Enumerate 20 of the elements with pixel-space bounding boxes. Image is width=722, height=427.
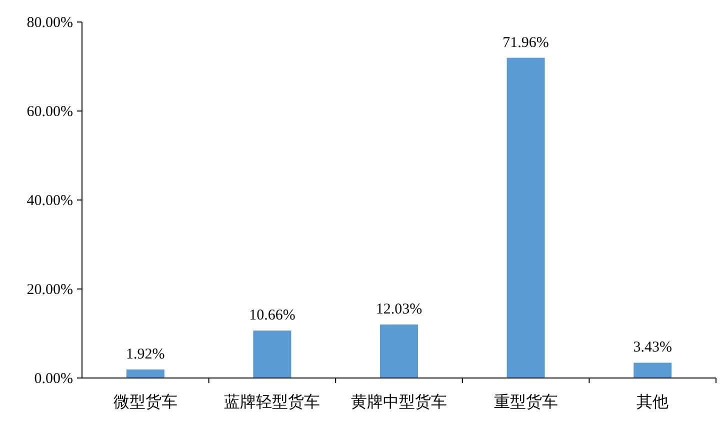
bar xyxy=(506,58,545,378)
x-tick-label: 蓝牌轻型货车 xyxy=(224,393,320,411)
x-tick-label: 其他 xyxy=(636,393,669,411)
y-tick-label: 20.00% xyxy=(26,282,73,298)
bar xyxy=(126,369,164,378)
data-label: 12.03% xyxy=(376,301,422,318)
data-label: 1.92% xyxy=(126,346,165,362)
bar xyxy=(634,362,672,378)
data-label: 3.43% xyxy=(633,340,672,356)
data-label: 10.66% xyxy=(249,308,296,324)
y-tick-label: 60.00% xyxy=(26,104,73,120)
y-tick-label: 40.00% xyxy=(26,193,73,209)
bar xyxy=(253,330,292,378)
y-tick-label: 80.00% xyxy=(26,15,73,31)
x-tick-label: 黄牌中型货车 xyxy=(351,393,447,411)
x-tick-label: 重型货车 xyxy=(494,393,558,411)
y-tick-label: 0.00% xyxy=(34,371,73,387)
bar xyxy=(380,324,418,378)
x-tick-label: 微型货车 xyxy=(113,393,178,411)
data-label: 71.96% xyxy=(502,34,549,51)
